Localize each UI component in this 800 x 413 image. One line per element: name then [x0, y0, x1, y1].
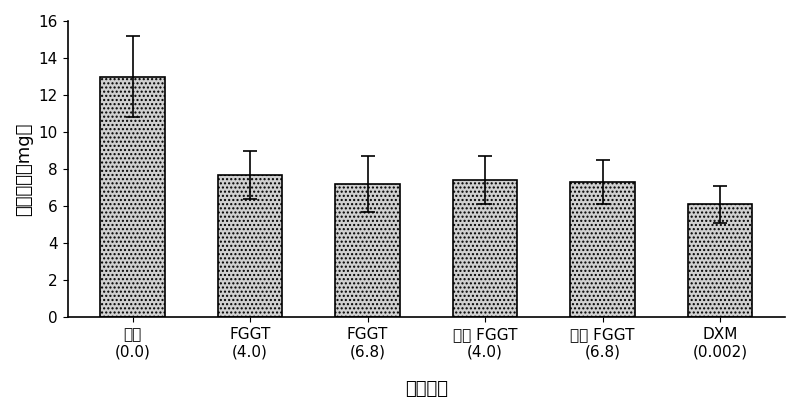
Bar [218, 175, 282, 317]
Bar [688, 204, 752, 317]
X-axis label: 不同处理: 不同处理 [405, 380, 448, 398]
Bar [100, 76, 165, 317]
Bar [453, 180, 518, 317]
Bar [570, 182, 635, 317]
Bar [335, 184, 400, 317]
Y-axis label: 耳肿胀度（mg）: 耳肿胀度（mg） [15, 122, 33, 216]
